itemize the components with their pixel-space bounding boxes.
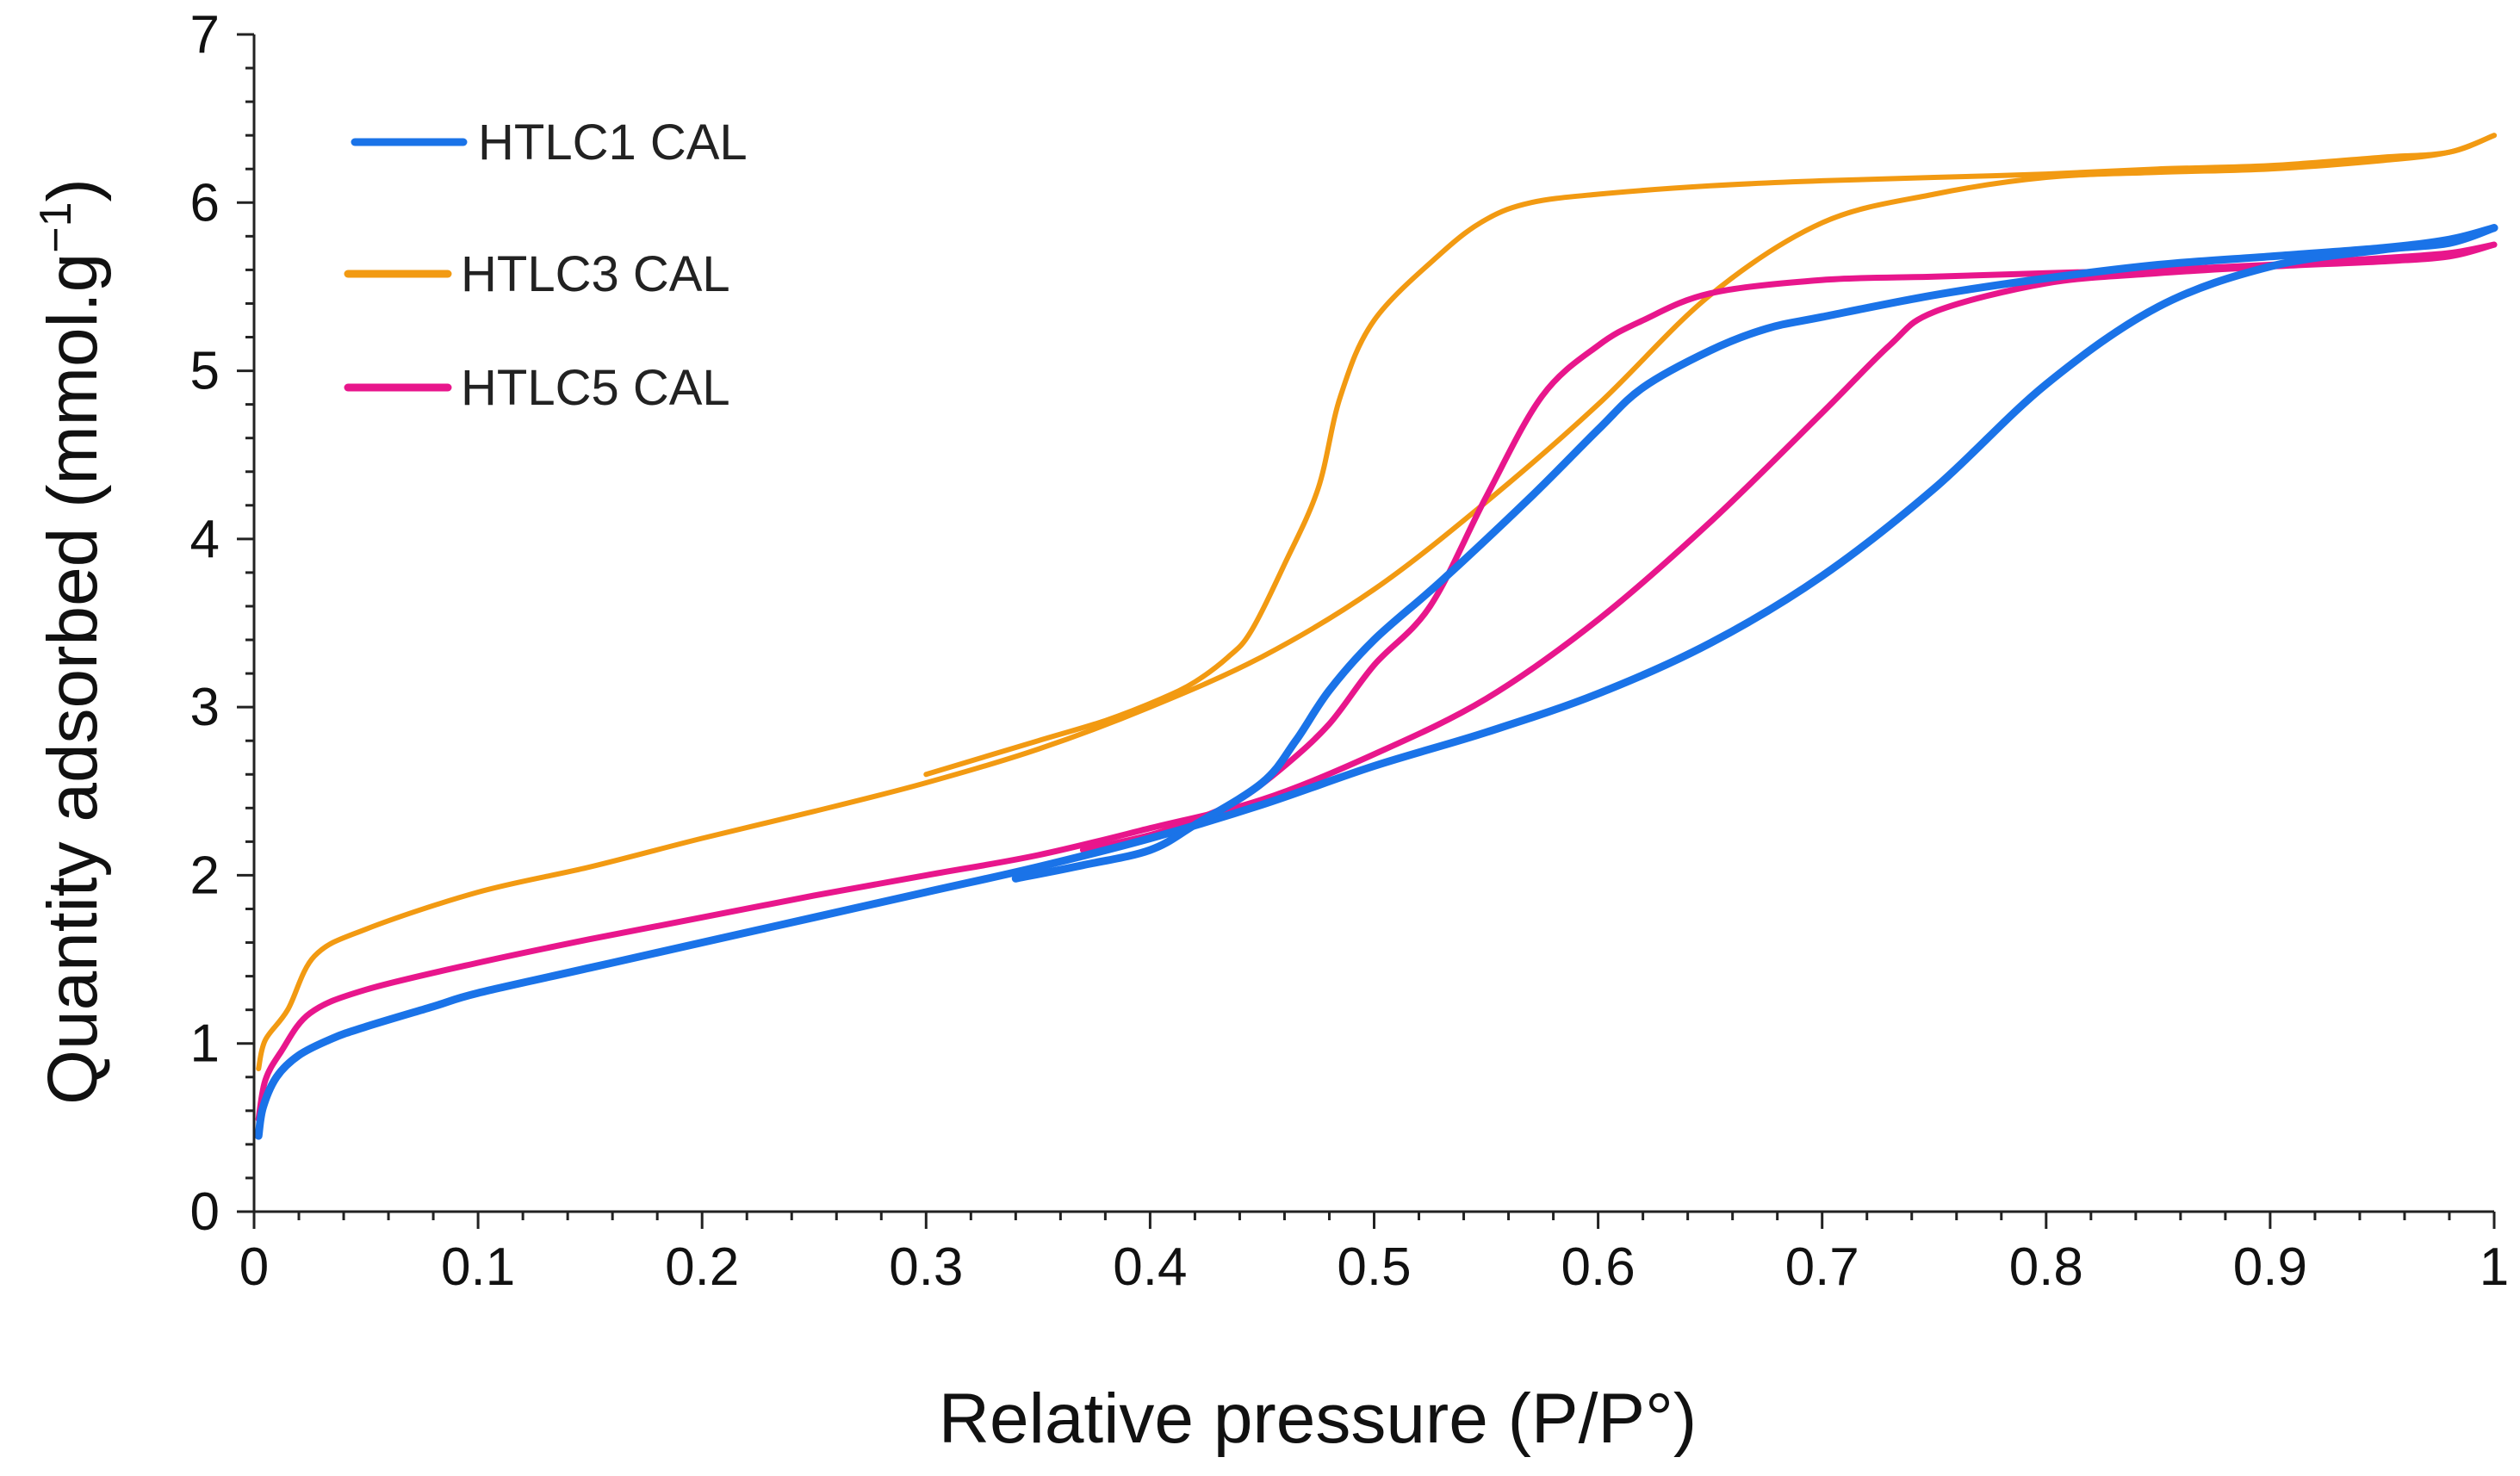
x-tick-label: 0.5 (1337, 1237, 1411, 1297)
y-tick-label: 2 (190, 846, 220, 905)
x-axis-title: Relative pressure (P/P°) (939, 1380, 1697, 1458)
series-htlc5-cal-desorption-line (1079, 241, 2498, 853)
y-axis-title: Quantity adsorbed (mmol.g−1) (31, 178, 112, 1105)
x-tick-label: 0.1 (441, 1237, 515, 1297)
x-tick-label: 0.4 (1113, 1237, 1187, 1297)
series-layer (254, 133, 2498, 1140)
y-tick-label: 0 (190, 1182, 220, 1242)
plot-background (254, 34, 2494, 1212)
series-htlc5-cal-adsorption-line (255, 241, 2498, 1123)
y-axis-title-superscript: −1 (31, 202, 81, 253)
legend: HTLC1 CAL HTLC3 CAL HTLC5 CAL (344, 115, 748, 416)
legend-label-htlc1-cal: HTLC1 CAL (478, 115, 748, 171)
series-htlc1-cal-adsorption-line (254, 224, 2498, 1140)
axes: 0 1 2 3 4 5 6 7 0 0.1 0.2 0.3 0.4 0.5 0.6 0.7 0.8 0.9 1 (190, 5, 2510, 1297)
x-tick-label: 0.9 (2233, 1237, 2307, 1297)
y-tick-label: 1 (190, 1014, 220, 1074)
y-tick-label: 7 (190, 5, 220, 65)
series-htlc3-cal-desorption-line (923, 133, 2497, 778)
legend-label-htlc3-cal: HTLC3 CAL (461, 246, 730, 302)
x-tick-label: 0.7 (1785, 1237, 1859, 1297)
plot-area (254, 34, 2494, 1212)
x-tick-label: 0.3 (889, 1237, 963, 1297)
series-htlc3-cal-adsorption-line (256, 133, 2497, 1071)
y-tick-label: 3 (190, 678, 220, 737)
y-tick-label: 4 (190, 510, 220, 569)
y-tick-label: 5 (190, 342, 220, 401)
legend-label-htlc5-cal: HTLC5 CAL (461, 360, 730, 416)
x-tick-label: 0.6 (1561, 1237, 1635, 1297)
x-tick-label: 1 (2480, 1237, 2509, 1297)
y-axis-title-main: Quantity adsorbed (mmol.g (34, 253, 112, 1105)
y-axis-title-close: ) (34, 178, 112, 202)
x-tick-label: 0 (239, 1237, 269, 1297)
x-tick-label: 0.8 (2009, 1237, 2083, 1297)
series-htlc1-cal-desorption-line (1011, 224, 2498, 883)
y-tick-label: 6 (190, 173, 220, 233)
x-tick-label: 0.2 (665, 1237, 739, 1297)
